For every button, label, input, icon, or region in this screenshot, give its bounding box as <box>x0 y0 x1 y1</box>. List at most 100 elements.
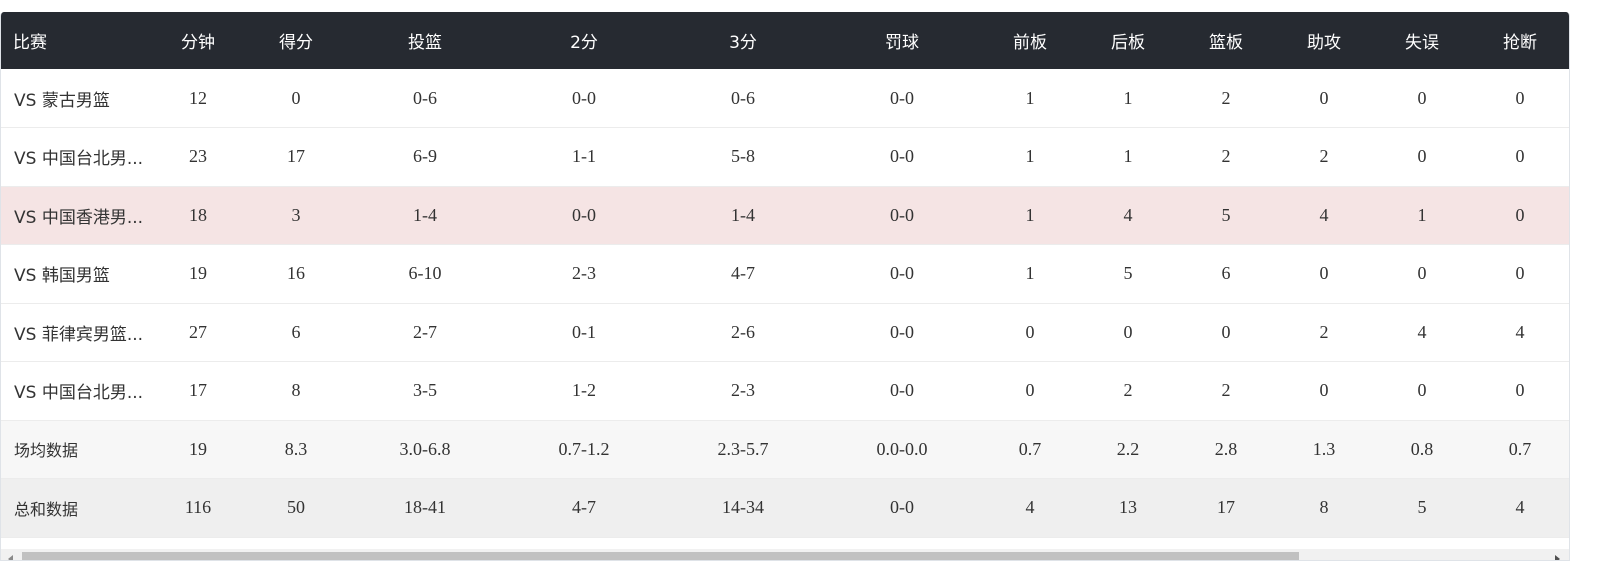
scroll-left-arrow-icon[interactable] <box>8 555 13 560</box>
minutes-cell: 17 <box>149 361 247 421</box>
defensive-rebounds-cell: 0 <box>1079 303 1177 362</box>
minutes-cell: 27 <box>149 303 247 362</box>
rebounds-cell: 2 <box>1177 361 1275 421</box>
game-name-cell[interactable]: VS 中国台北男... <box>1 361 149 421</box>
table-row[interactable]: VS 韩国男篮 19 16 6-10 2-3 4-7 0-0 1 5 6 0 0 0 <box>1 244 1569 304</box>
field-goals-cell: 2-7 <box>345 303 505 362</box>
points-cell: 17 <box>247 127 345 187</box>
steals-cell: 0 <box>1471 244 1569 304</box>
game-name-cell: 场均数据 <box>1 420 149 479</box>
offensive-rebounds-cell: 1 <box>981 127 1079 187</box>
game-name-cell[interactable]: VS 中国台北男... <box>1 127 149 187</box>
offensive-rebounds-cell: 0.7 <box>981 420 1079 479</box>
three-pointers-cell: 0-6 <box>663 69 823 128</box>
assists-cell: 8 <box>1275 478 1373 538</box>
three-pointers-cell: 1-4 <box>663 186 823 245</box>
table-row[interactable]: VS 中国台北男... 17 8 3-5 1-2 2-3 0-0 0 2 2 0 0 0 <box>1 361 1569 421</box>
assists-cell: 0 <box>1275 244 1373 304</box>
game-name-cell[interactable]: VS 菲律宾男篮... <box>1 303 149 362</box>
scrollbar-thumb[interactable] <box>22 552 1299 560</box>
two-pointers-cell: 0-1 <box>505 303 663 362</box>
horizontal-scrollbar[interactable] <box>1 549 1569 560</box>
points-cell: 6 <box>247 303 345 362</box>
col-header-field-goals[interactable]: 投篮 <box>408 33 442 53</box>
free-throws-cell: 0.0-0.0 <box>823 420 981 479</box>
rebounds-cell: 17 <box>1177 478 1275 538</box>
minutes-cell: 12 <box>149 69 247 128</box>
turnovers-cell: 5 <box>1373 478 1471 538</box>
free-throws-cell: 0-0 <box>823 69 981 128</box>
steals-cell: 0 <box>1471 127 1569 187</box>
table-row[interactable]: VS 中国台北男... 23 17 6-9 1-1 5-8 0-0 1 1 2 2 0 0 <box>1 127 1569 187</box>
minutes-cell: 23 <box>149 127 247 187</box>
rebounds-cell: 2.8 <box>1177 420 1275 479</box>
col-header-three-pointers[interactable]: 3分 <box>729 33 757 53</box>
steals-cell: 0 <box>1471 361 1569 421</box>
col-header-steals[interactable]: 抢断 <box>1503 33 1537 53</box>
col-header-offensive-rebounds[interactable]: 前板 <box>1013 33 1047 53</box>
col-header-minutes[interactable]: 分钟 <box>181 33 215 53</box>
table-row[interactable]: VS 菲律宾男篮... 27 6 2-7 0-1 2-6 0-0 0 0 0 2 4 4 <box>1 303 1569 362</box>
assists-cell: 2 <box>1275 127 1373 187</box>
table-body: VS 蒙古男篮 12 0 0-6 0-0 0-6 0-0 1 1 2 0 0 0 VS 中国台北男... 2… <box>1 69 1569 538</box>
col-header-two-pointers[interactable]: 2分 <box>570 33 598 53</box>
offensive-rebounds-cell: 1 <box>981 69 1079 128</box>
free-throws-cell: 0-0 <box>823 303 981 362</box>
table-row[interactable]: VS 蒙古男篮 12 0 0-6 0-0 0-6 0-0 1 1 2 0 0 0 <box>1 69 1569 128</box>
turnovers-cell: 0 <box>1373 361 1471 421</box>
offensive-rebounds-cell: 4 <box>981 478 1079 538</box>
col-header-rebounds[interactable]: 篮板 <box>1209 33 1243 53</box>
col-header-assists[interactable]: 助攻 <box>1307 33 1341 53</box>
three-pointers-cell: 14-34 <box>663 478 823 538</box>
offensive-rebounds-cell: 1 <box>981 244 1079 304</box>
average-row[interactable]: 场均数据 19 8.3 3.0-6.8 0.7-1.2 2.3-5.7 0.0-0.0 0.7… <box>1 420 1569 479</box>
table-header: 比赛 分钟 得分 投篮 2分 3分 罚球 前板 后板 篮板 助攻 失误 抢断 <box>1 12 1569 69</box>
turnovers-cell: 0.8 <box>1373 420 1471 479</box>
rebounds-cell: 0 <box>1177 303 1275 362</box>
three-pointers-cell: 5-8 <box>663 127 823 187</box>
col-header-game[interactable]: 比赛 <box>13 33 47 53</box>
player-game-stats-table: 比赛 分钟 得分 投篮 2分 3分 罚球 前板 后板 篮板 助攻 失误 抢断 V… <box>1 12 1569 538</box>
free-throws-cell: 0-0 <box>823 186 981 245</box>
col-header-turnovers[interactable]: 失误 <box>1405 33 1439 53</box>
steals-cell: 4 <box>1471 303 1569 362</box>
col-header-defensive-rebounds[interactable]: 后板 <box>1111 33 1145 53</box>
field-goals-cell: 0-6 <box>345 69 505 128</box>
turnovers-cell: 0 <box>1373 69 1471 128</box>
points-cell: 16 <box>247 244 345 304</box>
total-row[interactable]: 总和数据 116 50 18-41 4-7 14-34 0-0 4 13 17 8 5 4 <box>1 478 1569 538</box>
game-name-cell: 总和数据 <box>1 478 149 538</box>
table-row[interactable]: VS 中国香港男... 18 3 1-4 0-0 1-4 0-0 1 4 5 4 1 0 <box>1 186 1569 245</box>
offensive-rebounds-cell: 0 <box>981 303 1079 362</box>
game-name-cell[interactable]: VS 韩国男篮 <box>1 244 149 304</box>
two-pointers-cell: 0.7-1.2 <box>505 420 663 479</box>
minutes-cell: 19 <box>149 420 247 479</box>
defensive-rebounds-cell: 2 <box>1079 361 1177 421</box>
assists-cell: 1.3 <box>1275 420 1373 479</box>
field-goals-cell: 3.0-6.8 <box>345 420 505 479</box>
free-throws-cell: 0-0 <box>823 127 981 187</box>
turnovers-cell: 4 <box>1373 303 1471 362</box>
three-pointers-cell: 4-7 <box>663 244 823 304</box>
assists-cell: 0 <box>1275 361 1373 421</box>
two-pointers-cell: 0-0 <box>505 69 663 128</box>
steals-cell: 0.7 <box>1471 420 1569 479</box>
two-pointers-cell: 2-3 <box>505 244 663 304</box>
game-name-cell[interactable]: VS 中国香港男... <box>1 186 149 245</box>
two-pointers-cell: 1-1 <box>505 127 663 187</box>
scroll-right-arrow-icon[interactable] <box>1555 555 1560 560</box>
field-goals-cell: 6-9 <box>345 127 505 187</box>
col-header-free-throws[interactable]: 罚球 <box>885 33 919 53</box>
two-pointers-cell: 4-7 <box>505 478 663 538</box>
offensive-rebounds-cell: 1 <box>981 186 1079 245</box>
points-cell: 3 <box>247 186 345 245</box>
turnovers-cell: 0 <box>1373 244 1471 304</box>
steals-cell: 0 <box>1471 186 1569 245</box>
free-throws-cell: 0-0 <box>823 361 981 421</box>
points-cell: 8.3 <box>247 420 345 479</box>
col-header-points[interactable]: 得分 <box>279 33 313 53</box>
game-name-cell[interactable]: VS 蒙古男篮 <box>1 69 149 128</box>
field-goals-cell: 6-10 <box>345 244 505 304</box>
steals-cell: 4 <box>1471 478 1569 538</box>
field-goals-cell: 18-41 <box>345 478 505 538</box>
